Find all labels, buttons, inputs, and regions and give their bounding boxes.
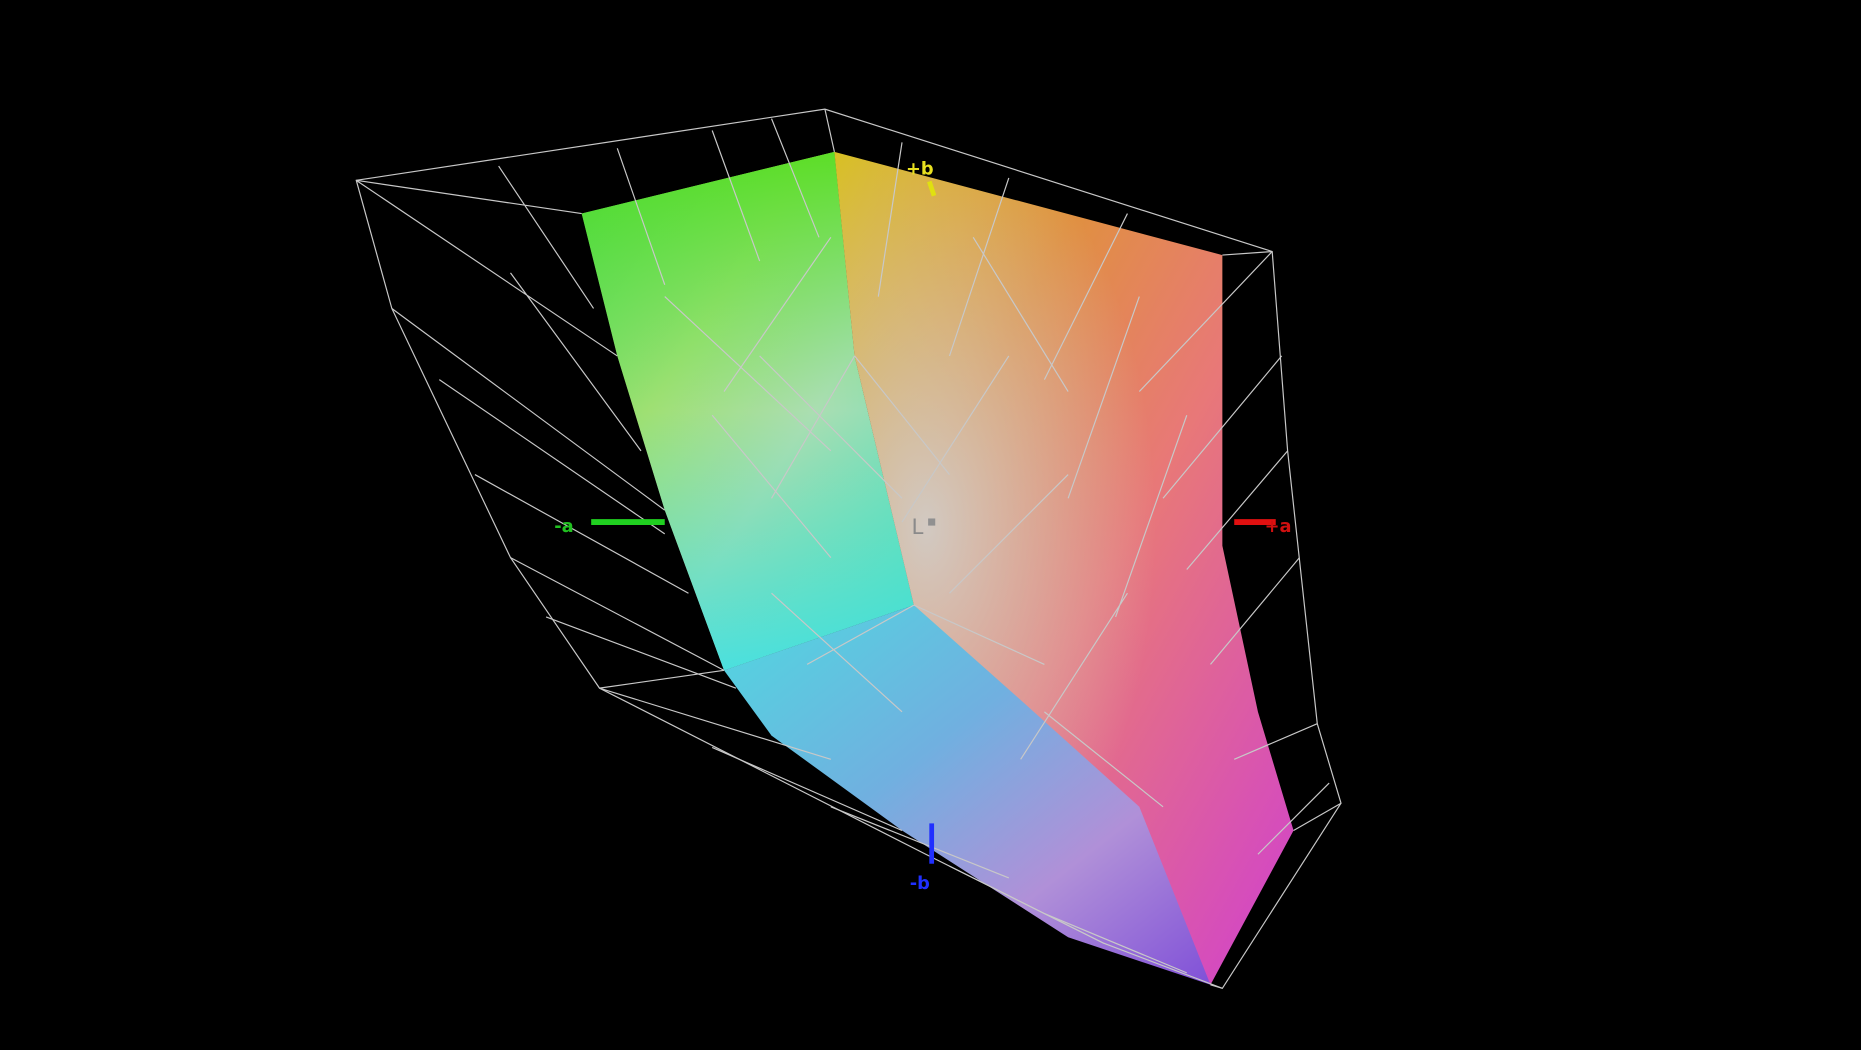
axis-label: -b (910, 873, 930, 894)
gamut-face-bottom (724, 605, 1211, 985)
gamut-face-right-light (834, 151, 1294, 985)
wire-mesh (355, 109, 1342, 989)
lightness-marker (928, 518, 936, 526)
axis-label: -a (554, 516, 573, 537)
axis-plus-b (927, 180, 937, 197)
axis-label: L (911, 515, 923, 540)
gamut-face-left-tint (581, 151, 914, 671)
axis-label: +a (1265, 516, 1292, 537)
wireframe (355, 108, 1342, 990)
axis-label: +b (906, 159, 934, 180)
